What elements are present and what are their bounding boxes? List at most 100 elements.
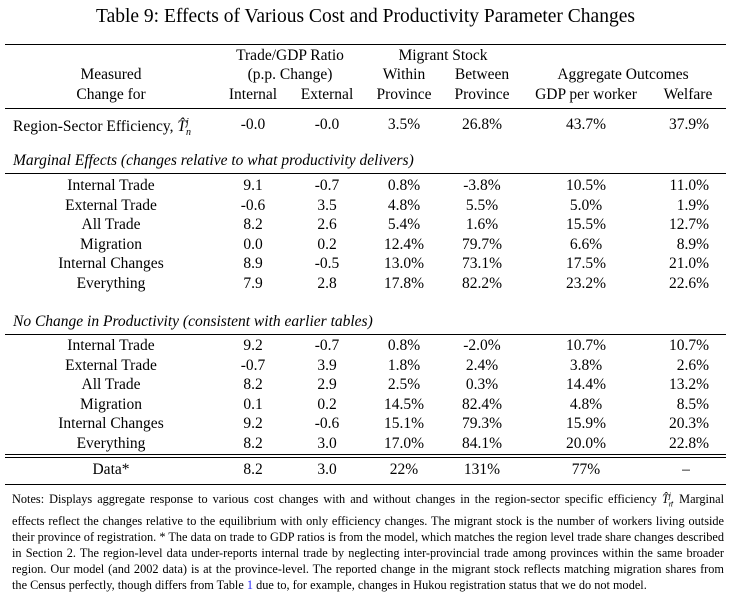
region-cell-between: 26.8% — [461, 116, 503, 133]
data-cell-external: 3.0 — [317, 461, 337, 478]
cell-external: 3.9 — [317, 356, 337, 374]
cell-between: 82.4% — [461, 395, 503, 413]
region-symbol-sup: j — [186, 117, 189, 128]
row-label: All Trade — [81, 216, 141, 234]
cell-within: 14.5% — [383, 395, 425, 413]
section-heading-marginal: Marginal Effects (changes relative to wh… — [13, 152, 414, 169]
notes-text-3: due to, for example, changes in Hukou re… — [253, 578, 647, 593]
cell-gdp: 17.5% — [565, 255, 607, 273]
cell-between: 84.1% — [461, 435, 503, 452]
cell-internal: -0.6 — [240, 196, 266, 214]
cell-within: 15.1% — [383, 415, 425, 433]
row-label: Internal Trade — [67, 337, 155, 354]
cell-internal: -0.7 — [240, 356, 266, 374]
cell-welfare: 11.0% — [669, 177, 709, 194]
cell-external: -0.6 — [314, 415, 340, 433]
row-label: Everything — [76, 275, 146, 292]
cell-within: 0.8% — [387, 177, 421, 194]
cell-between: 79.3% — [461, 415, 503, 433]
cell-welfare: 8.9% — [676, 235, 709, 253]
cell-gdp: 5.0% — [569, 196, 603, 214]
data-cell-between: 131% — [463, 461, 501, 478]
row-label: Everything — [76, 435, 146, 452]
row-label: External Trade — [65, 196, 157, 214]
cell-within: 12.4% — [383, 235, 425, 253]
cell-internal: 7.9 — [243, 275, 263, 292]
header-gdp: GDP per worker — [535, 86, 637, 103]
cell-gdp: 4.8% — [569, 395, 603, 413]
cell-gdp: 3.8% — [569, 356, 603, 374]
cell-external: 2.8 — [317, 275, 337, 292]
table-reference-link[interactable]: 1 — [246, 578, 254, 593]
data-cell-welfare: – — [682, 461, 690, 478]
header-welfare: Welfare — [663, 86, 713, 103]
header-rule — [5, 108, 726, 109]
header-migrant-group: Migrant Stock — [398, 47, 488, 64]
cell-between: 1.6% — [465, 216, 499, 234]
cell-welfare: 8.5% — [676, 395, 709, 413]
cell-within: 2.5% — [387, 376, 421, 394]
cell-internal: 0.0 — [243, 235, 263, 253]
cell-external: -0.7 — [314, 337, 340, 354]
region-cell-external: -0.0 — [314, 116, 340, 133]
region-row-symbol: T̂nj — [177, 117, 192, 139]
section-rule-nochange — [5, 334, 726, 335]
cell-external: 0.2 — [317, 395, 337, 413]
region-symbol-t: T̂ — [177, 118, 187, 135]
cell-external: -0.5 — [314, 255, 340, 273]
header-trade-sub: (p.p. Change) — [247, 66, 333, 83]
region-cell-internal: -0.0 — [240, 116, 266, 133]
cell-gdp: 6.6% — [569, 235, 603, 253]
header-between-line2: Province — [454, 86, 510, 103]
cell-welfare: 1.9% — [676, 196, 709, 214]
data-rule-top2 — [5, 457, 726, 458]
header-between-line1: Between — [454, 66, 510, 83]
bottom-rule — [5, 484, 726, 485]
cell-welfare: 21.0% — [668, 255, 709, 273]
cell-within: 13.0% — [383, 255, 425, 273]
header-measured-line2: Change for — [76, 86, 146, 103]
cell-gdp: 20.0% — [565, 435, 607, 452]
data-cell-internal: 8.2 — [243, 461, 263, 478]
row-label: All Trade — [81, 376, 141, 394]
cell-internal: 9.2 — [243, 415, 263, 433]
cell-gdp: 10.5% — [565, 177, 607, 194]
cell-between: 82.2% — [461, 275, 503, 292]
cell-within: 17.0% — [383, 435, 425, 452]
cell-within: 4.8% — [387, 196, 421, 214]
data-row-label: Data* — [92, 461, 130, 478]
region-row-label: Region-Sector Efficiency, T̂nj — [13, 114, 192, 142]
cell-internal: 8.9 — [243, 255, 263, 273]
data-cell-within: 22% — [389, 461, 419, 478]
cell-internal: 9.2 — [243, 337, 263, 354]
data-cell-gdp: 77% — [571, 461, 601, 478]
row-label: Migration — [80, 395, 142, 413]
header-measured-line1: Measured — [80, 66, 142, 83]
cell-between: 73.1% — [461, 255, 503, 273]
cell-welfare: 20.3% — [668, 415, 709, 433]
cell-external: 3.5 — [317, 196, 337, 214]
cell-between: 79.7% — [461, 235, 503, 253]
section-rule-marginal — [5, 173, 726, 174]
cell-between: -2.0% — [463, 337, 501, 354]
header-aggregate-group: Aggregate Outcomes — [557, 66, 689, 83]
cell-internal: 8.2 — [243, 216, 263, 234]
cell-between: 2.4% — [465, 356, 499, 374]
cell-external: 2.9 — [317, 376, 337, 394]
cell-within: 17.8% — [383, 275, 425, 292]
notes-symbol-sup: j — [668, 491, 672, 500]
header-within-line1: Within — [382, 66, 426, 83]
notes-text-2: . Marginal effects reflect the changes r… — [12, 492, 724, 593]
region-cell-gdp: 43.7% — [565, 116, 607, 133]
region-cell-within: 3.5% — [387, 116, 421, 133]
cell-welfare: 22.6% — [668, 275, 709, 292]
cell-external: -0.7 — [314, 177, 340, 194]
cell-welfare: 12.7% — [668, 216, 709, 234]
region-symbol-sub: n — [186, 127, 192, 139]
cell-internal: 8.2 — [243, 376, 263, 394]
cell-within: 0.8% — [387, 337, 421, 354]
notes-symbol-sub: n — [668, 499, 673, 509]
cell-welfare: 2.6% — [676, 356, 709, 374]
cell-external: 2.6 — [317, 216, 337, 234]
cell-within: 5.4% — [387, 216, 421, 234]
